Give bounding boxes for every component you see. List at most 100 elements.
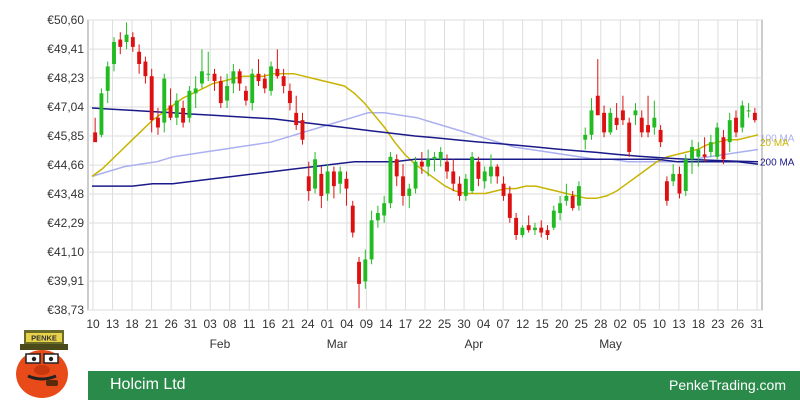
- candle-body: [407, 188, 412, 196]
- candle-body: [489, 166, 493, 177]
- candle-body: [715, 127, 720, 157]
- candle-body: [218, 81, 223, 104]
- candle-body: [539, 227, 544, 233]
- x-tick-label: 04: [340, 317, 354, 331]
- candle-body: [413, 161, 418, 189]
- candle-body: [671, 173, 676, 182]
- x-tick-label: 17: [399, 317, 413, 331]
- x-tick-label: 05: [633, 317, 647, 331]
- x-tick-label: 10: [86, 317, 100, 331]
- candle-body: [690, 147, 694, 160]
- candle-body: [752, 112, 757, 121]
- candle-body: [470, 156, 475, 192]
- x-tick-label: 13: [106, 317, 120, 331]
- candle-body: [595, 95, 600, 116]
- candle-body: [174, 100, 179, 118]
- y-tick-label: €49,41: [47, 42, 84, 56]
- x-tick-label: 24: [301, 317, 315, 331]
- x-tick-label: 25: [438, 317, 452, 331]
- candle-body: [300, 120, 305, 140]
- candle-body: [149, 76, 154, 121]
- footer-bar: Holcim Ltd PenkeTrading.com: [88, 371, 800, 400]
- y-tick-label: €43,48: [47, 187, 84, 201]
- stock-name: Holcim Ltd: [110, 376, 186, 393]
- site-link[interactable]: PenkeTrading.com: [669, 377, 786, 393]
- candle-body: [212, 73, 217, 82]
- x-tick-label: 01: [321, 317, 335, 331]
- ma-label: 200 MA: [760, 158, 795, 169]
- candle-body: [734, 117, 738, 133]
- candle-body: [388, 156, 393, 204]
- candle-body: [746, 110, 751, 112]
- candle-body: [683, 159, 688, 192]
- candle-body: [445, 161, 449, 172]
- candle-body: [250, 73, 255, 104]
- ma20-line: [91, 72, 759, 200]
- candle-body: [105, 66, 110, 91]
- candle-body: [633, 110, 638, 116]
- candle-body: [507, 193, 512, 218]
- x-tick-label: 13: [672, 317, 686, 331]
- y-tick-label: €45,85: [47, 129, 84, 143]
- candle-body: [231, 71, 236, 84]
- x-tick-label: 21: [145, 317, 159, 331]
- candle-body: [112, 41, 116, 64]
- x-tick-label: 07: [496, 317, 510, 331]
- candle-body: [576, 186, 581, 206]
- y-tick-label: €38,73: [47, 303, 84, 317]
- candle-body: [306, 176, 311, 192]
- x-tick-label: 31: [184, 317, 198, 331]
- logo-text: PENKE: [31, 334, 57, 343]
- candle-body: [545, 230, 550, 235]
- x-tick-label: 03: [203, 317, 217, 331]
- candle-body: [369, 220, 374, 260]
- ma-label: 100 MA: [760, 133, 795, 144]
- y-tick-label: €44,66: [47, 158, 84, 172]
- x-tick-label: 26: [731, 317, 745, 331]
- y-tick-label: €47,04: [47, 100, 84, 114]
- x-tick-label: 11: [243, 317, 256, 331]
- candle-body: [476, 161, 481, 179]
- candle-body: [225, 85, 230, 101]
- month-label: May: [599, 337, 622, 351]
- y-tick-label: €42,29: [47, 216, 84, 230]
- y-tick-label: €48,23: [47, 71, 84, 85]
- candle-body: [614, 117, 619, 126]
- month-label: Apr: [464, 337, 483, 351]
- x-tick-label: 21: [282, 317, 296, 331]
- x-tick-label: 16: [262, 317, 276, 331]
- y-tick-label: €41,10: [47, 245, 84, 259]
- ma100-line: [91, 112, 759, 178]
- candle-body: [181, 107, 186, 123]
- x-tick-label: 28: [594, 317, 608, 331]
- candle-body: [350, 205, 355, 233]
- candle-body: [206, 73, 211, 75]
- candle-body: [363, 259, 368, 282]
- candle-body: [702, 154, 707, 157]
- candle-body: [401, 176, 405, 196]
- x-tick-label: 18: [692, 317, 706, 331]
- candle-body: [501, 183, 506, 196]
- x-tick-label: 02: [614, 317, 628, 331]
- candle-body: [287, 90, 292, 104]
- candle-body: [294, 112, 299, 126]
- candle-body: [375, 213, 380, 221]
- candle-body: [118, 39, 123, 47]
- x-tick-label: 12: [516, 317, 530, 331]
- candle-body: [344, 178, 349, 189]
- candle-body: [526, 225, 531, 231]
- x-tick-label: 04: [477, 317, 491, 331]
- candle-body: [156, 117, 160, 128]
- candle-body: [495, 166, 500, 177]
- candle-body: [319, 173, 324, 196]
- y-tick-label: €39,91: [47, 274, 84, 288]
- candle-body: [269, 66, 274, 91]
- x-tick-label: 09: [360, 317, 374, 331]
- candle-body: [394, 159, 399, 177]
- candle-body: [357, 261, 361, 284]
- x-tick-label: 25: [575, 317, 589, 331]
- candle-body: [583, 134, 588, 140]
- candle-body: [143, 61, 148, 77]
- candle-body: [130, 37, 135, 47]
